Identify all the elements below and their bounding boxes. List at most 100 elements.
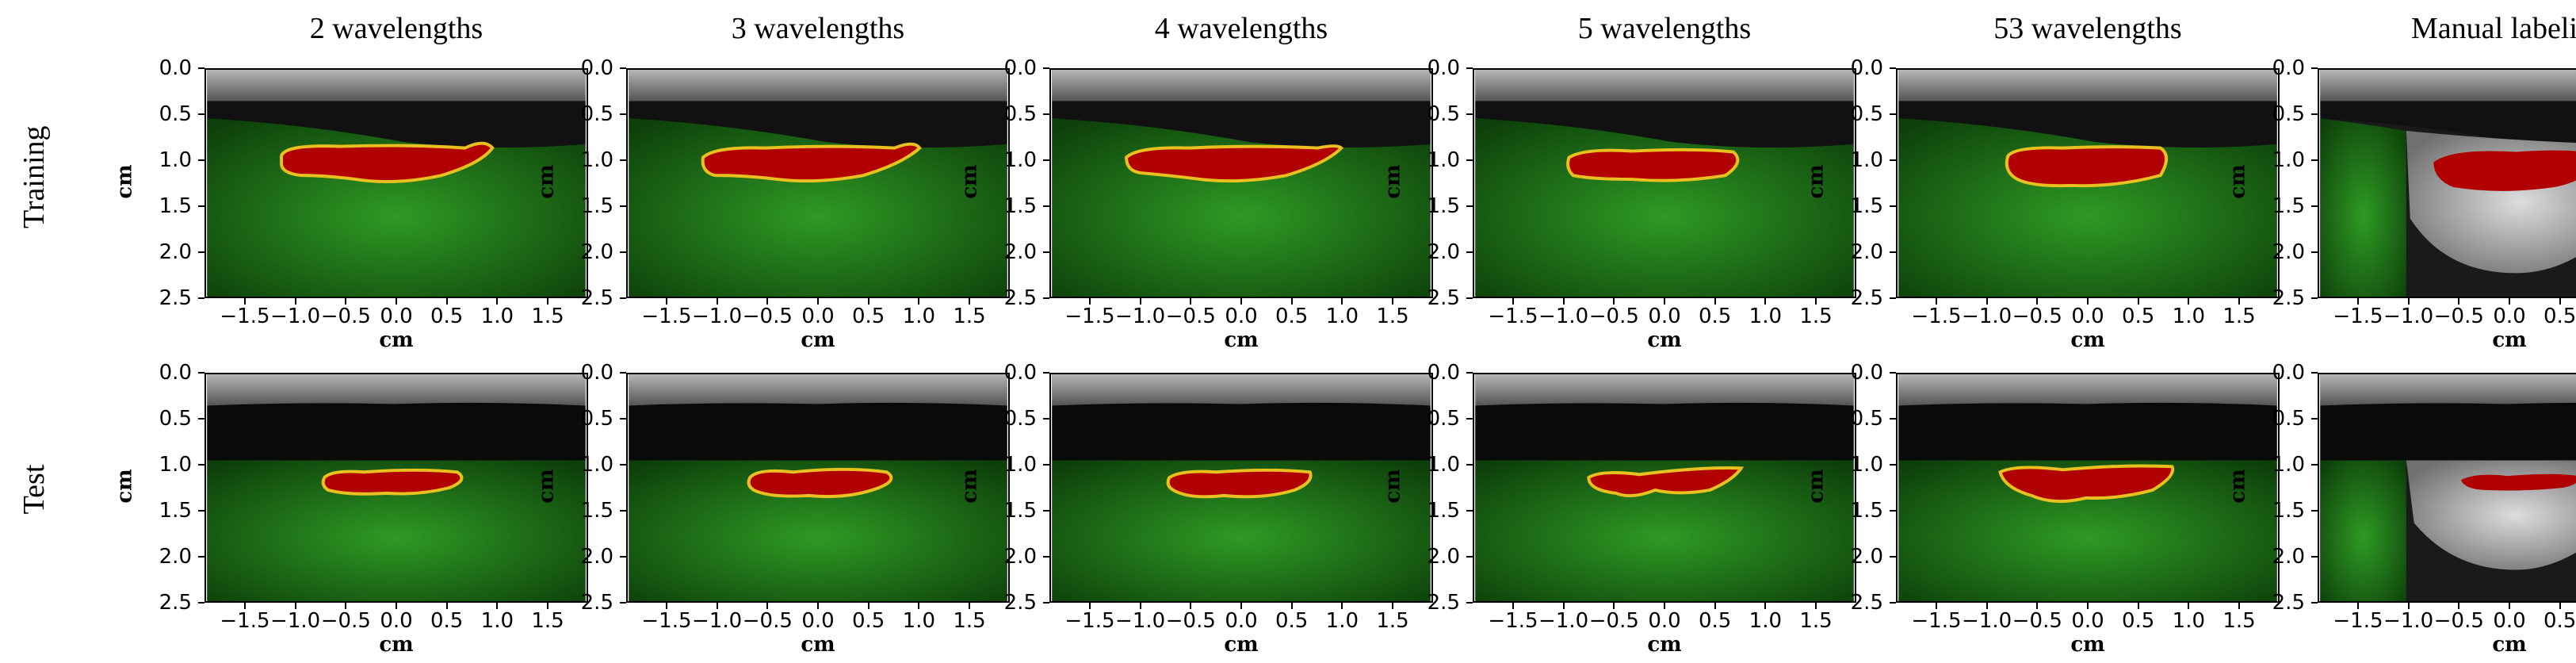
y-tick-label: 0.0 bbox=[2272, 56, 2305, 80]
x-tick-mark bbox=[2356, 603, 2359, 609]
x-tick-mark bbox=[1341, 298, 1343, 305]
y-tick-mark bbox=[2311, 251, 2318, 253]
x-tick-mark bbox=[1190, 298, 1192, 305]
y-tick-label: 0.0 bbox=[1850, 361, 1883, 385]
x-tick-label: 0.0 bbox=[2071, 609, 2104, 633]
x-tick-label: −1.0 bbox=[2383, 305, 2434, 328]
x-tick-mark bbox=[1764, 603, 1767, 609]
panel-r1-c0 bbox=[204, 373, 588, 603]
x-tick-mark bbox=[2458, 298, 2460, 305]
y-tick-label: 2.0 bbox=[159, 545, 192, 569]
x-tick-label: 1.5 bbox=[953, 609, 986, 633]
x-tick-label: −1.5 bbox=[1911, 609, 1962, 633]
y-tick-label: 2.5 bbox=[1003, 591, 1037, 615]
y-axis-label: cm bbox=[113, 164, 137, 199]
x-tick-mark bbox=[2238, 298, 2241, 305]
y-tick-mark bbox=[198, 464, 204, 466]
x-tick-mark bbox=[1714, 603, 1716, 609]
x-tick-label: 1.5 bbox=[1376, 305, 1409, 328]
y-tick-mark bbox=[1466, 464, 1473, 466]
gel-region bbox=[1052, 402, 1431, 461]
x-tick-label: −1.0 bbox=[1115, 305, 1166, 328]
x-tick-mark bbox=[396, 603, 397, 609]
y-tick-mark bbox=[1890, 556, 1896, 558]
y-axis-label: cm bbox=[1381, 469, 1405, 504]
y-tick-label: 2.5 bbox=[2272, 286, 2305, 310]
y-tick-mark bbox=[1890, 159, 1896, 161]
x-tick-mark bbox=[918, 603, 920, 609]
x-tick-mark bbox=[1190, 603, 1192, 609]
skin-layer bbox=[629, 70, 1007, 102]
skin-layer bbox=[1475, 70, 1854, 102]
x-tick-label: −1.5 bbox=[1488, 305, 1538, 328]
x-tick-label: 1.5 bbox=[953, 305, 986, 328]
tissue-left bbox=[2320, 118, 2406, 297]
x-tick-label: 0.0 bbox=[2493, 609, 2526, 633]
x-axis-label: cm bbox=[379, 633, 414, 657]
x-axis-label: cm bbox=[1647, 328, 1682, 352]
y-tick-mark bbox=[1466, 602, 1473, 604]
x-axis-label: cm bbox=[2070, 328, 2105, 352]
skin-layer bbox=[2320, 70, 2576, 102]
x-tick-label: 0.5 bbox=[851, 305, 885, 328]
y-tick-mark bbox=[620, 418, 626, 420]
x-tick-label: 0.0 bbox=[1648, 609, 1681, 633]
y-tick-label: 1.5 bbox=[580, 499, 613, 523]
y-tick-mark bbox=[1043, 602, 1049, 604]
y-tick-label: 0.0 bbox=[580, 56, 613, 80]
image-panel bbox=[1473, 373, 1856, 603]
y-tick-label: 2.0 bbox=[1427, 240, 1460, 264]
y-tick-label: 2.5 bbox=[1003, 286, 1037, 310]
column-title-2: 4 wavelengths bbox=[1154, 12, 1328, 45]
gel-region bbox=[207, 402, 586, 461]
y-tick-label: 2.0 bbox=[2272, 240, 2305, 264]
y-tick-label: 2.5 bbox=[159, 591, 192, 615]
tumor-segmentation bbox=[2005, 145, 2169, 188]
y-tick-mark bbox=[1466, 67, 1473, 69]
y-tick-label: 2.5 bbox=[580, 286, 613, 310]
x-tick-mark bbox=[1512, 298, 1514, 305]
skin-layer bbox=[1475, 374, 1854, 406]
y-tick-label: 0.5 bbox=[2272, 102, 2305, 126]
x-tick-mark bbox=[1935, 298, 1937, 305]
x-tick-label: −1.5 bbox=[1064, 305, 1115, 328]
y-tick-mark bbox=[620, 602, 626, 604]
image-panel bbox=[1896, 68, 2280, 298]
x-tick-label: 0.0 bbox=[1225, 609, 1258, 633]
y-tick-mark bbox=[1466, 510, 1473, 512]
y-tick-mark bbox=[198, 251, 204, 253]
image-panel bbox=[626, 68, 1010, 298]
x-tick-mark bbox=[867, 603, 869, 609]
x-tick-mark bbox=[1392, 603, 1394, 609]
x-tick-mark bbox=[1290, 298, 1293, 305]
x-tick-mark bbox=[716, 603, 718, 609]
y-tick-label: 1.0 bbox=[1427, 453, 1460, 477]
x-tick-mark bbox=[496, 603, 499, 609]
x-tick-mark bbox=[1240, 603, 1242, 609]
y-tick-label: 1.0 bbox=[159, 453, 192, 477]
x-tick-mark bbox=[817, 603, 819, 609]
x-tick-mark bbox=[1512, 603, 1514, 609]
y-tick-label: 0.5 bbox=[159, 407, 192, 431]
y-axis-label: cm bbox=[534, 164, 559, 199]
tumor-segmentation bbox=[280, 141, 495, 184]
gel-region bbox=[2320, 402, 2576, 461]
y-tick-label: 1.0 bbox=[580, 453, 613, 477]
tissue-left bbox=[2320, 460, 2406, 601]
y-tick-label: 0.5 bbox=[580, 407, 613, 431]
panel-r0-c3 bbox=[1473, 68, 1856, 298]
panel-r1-c4 bbox=[1896, 373, 2280, 603]
y-tick-label: 0.5 bbox=[1427, 407, 1460, 431]
panel-r0-c4 bbox=[1896, 68, 2280, 298]
x-tick-label: −0.5 bbox=[742, 305, 793, 328]
x-tick-mark bbox=[1986, 298, 1988, 305]
y-tick-label: 0.0 bbox=[159, 361, 192, 385]
y-tick-label: 0.5 bbox=[1850, 407, 1883, 431]
x-tick-label: 1.5 bbox=[1376, 609, 1409, 633]
y-tick-label: 0.5 bbox=[1003, 407, 1037, 431]
x-tick-label: 1.0 bbox=[480, 609, 514, 633]
x-tick-label: 1.0 bbox=[2172, 305, 2206, 328]
x-tick-mark bbox=[1088, 298, 1091, 305]
x-tick-label: −1.5 bbox=[2333, 305, 2383, 328]
x-tick-label: 1.5 bbox=[531, 609, 564, 633]
